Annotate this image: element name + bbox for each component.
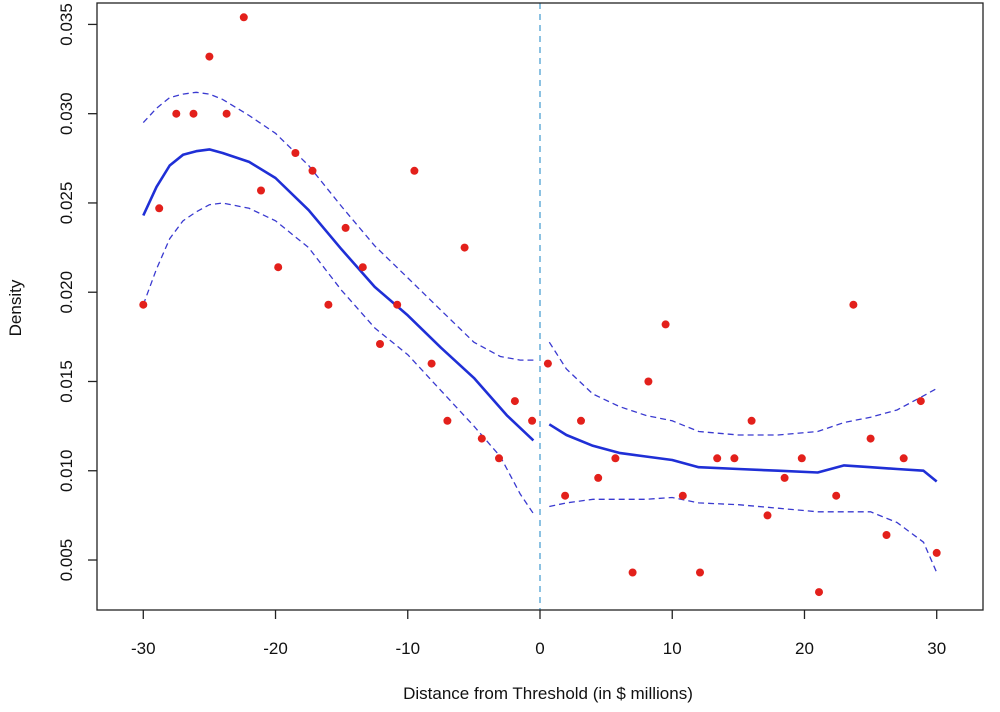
- data-point: [510, 397, 519, 406]
- data-point: [543, 359, 552, 368]
- data-point: [747, 416, 756, 425]
- data-point: [780, 473, 789, 482]
- upper-bound-right: [548, 341, 938, 436]
- data-point: [274, 263, 283, 272]
- data-point: [324, 300, 333, 309]
- data-point: [561, 491, 570, 500]
- data-point: [696, 568, 704, 577]
- confidence-band-right: [548, 341, 938, 573]
- data-point: [763, 511, 772, 520]
- data-point: [611, 454, 620, 463]
- data-point: [460, 243, 469, 252]
- data-point: [376, 340, 384, 348]
- data-point: [189, 109, 198, 118]
- data-point: [832, 491, 841, 500]
- data-points: [139, 13, 941, 597]
- y-tick-label: 0.015: [57, 360, 76, 403]
- data-point: [882, 531, 891, 539]
- fit-line-right: [548, 423, 938, 483]
- data-point: [815, 588, 823, 597]
- data-point: [410, 166, 419, 175]
- x-tick-label: 0: [535, 639, 544, 658]
- data-point: [528, 416, 537, 425]
- data-point: [139, 300, 148, 309]
- x-tick-label: -10: [395, 639, 420, 658]
- y-axis-ticks: 0.005 0.010 0.015 0.020 0.025 0.030 0.035: [57, 3, 97, 581]
- lower-bound-right: [549, 496, 938, 573]
- data-point: [577, 416, 585, 425]
- data-point: [155, 204, 164, 213]
- data-point: [358, 263, 367, 272]
- data-point: [172, 109, 181, 118]
- data-point: [393, 300, 402, 309]
- data-point: [713, 454, 722, 463]
- data-point: [341, 223, 350, 232]
- data-point: [628, 568, 637, 577]
- data-point: [257, 186, 265, 195]
- data-point: [849, 300, 858, 309]
- x-tick-label: -20: [263, 639, 288, 658]
- y-tick-label: 0.005: [57, 539, 76, 582]
- data-point: [916, 397, 925, 406]
- data-point: [222, 109, 231, 118]
- data-point: [477, 434, 486, 443]
- x-tick-label: -30: [131, 639, 156, 658]
- y-tick-label: 0.010: [57, 449, 76, 492]
- y-tick-label: 0.035: [57, 3, 76, 46]
- confidence-band-left: [142, 91, 534, 514]
- y-tick-label: 0.030: [57, 92, 76, 135]
- data-point: [932, 548, 941, 557]
- fit-lines: [142, 148, 938, 483]
- y-tick-label: 0.025: [57, 182, 76, 225]
- data-point: [308, 166, 317, 175]
- data-point: [443, 416, 452, 425]
- data-point: [866, 434, 875, 443]
- data-point: [291, 149, 300, 157]
- x-tick-label: 30: [927, 639, 946, 658]
- data-point: [594, 473, 603, 482]
- data-point: [239, 13, 248, 22]
- fit-line-left: [142, 148, 535, 442]
- data-point: [644, 377, 653, 386]
- data-point: [797, 454, 806, 463]
- data-point: [730, 454, 739, 463]
- data-point: [427, 359, 436, 368]
- lower-bound-left: [142, 202, 534, 514]
- data-point: [495, 454, 503, 463]
- data-point: [899, 454, 908, 463]
- x-tick-label: 20: [795, 639, 814, 658]
- data-point: [205, 52, 214, 61]
- y-axis-title: Density: [6, 279, 25, 336]
- upper-bound-left: [142, 91, 534, 361]
- data-point: [678, 491, 687, 500]
- x-axis-ticks: -30 -20 -10 0 10 20 30: [131, 610, 946, 658]
- x-axis-title: Distance from Threshold (in $ millions): [403, 684, 693, 703]
- x-tick-label: 10: [663, 639, 682, 658]
- data-point: [661, 320, 670, 329]
- y-tick-label: 0.020: [57, 271, 76, 314]
